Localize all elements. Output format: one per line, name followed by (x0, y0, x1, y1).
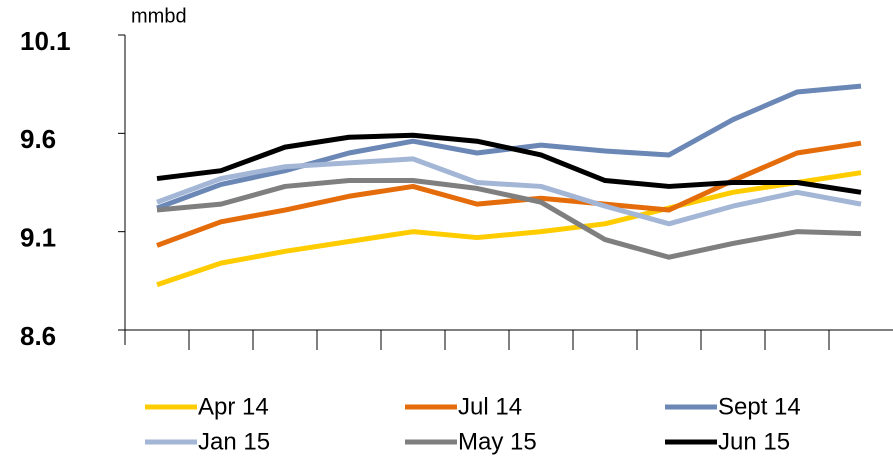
legend-label: Jul 14 (458, 393, 522, 420)
series-line (156, 178, 862, 260)
legend-label: Jan 15 (198, 428, 270, 455)
y-tick-label: 9.1 (20, 223, 56, 253)
y-unit-label: mmbd (131, 5, 187, 27)
y-tick-label: 8.6 (20, 321, 56, 351)
y-tick-label: 9.6 (20, 124, 56, 154)
legend-label: Jun 15 (718, 428, 790, 455)
legend-label: Sept 14 (718, 393, 801, 420)
series-line (156, 156, 862, 227)
legend-label: May 15 (458, 428, 537, 455)
series-line (156, 132, 862, 195)
series-line (156, 140, 862, 248)
series-line (156, 170, 862, 288)
legend-label: Apr 14 (198, 393, 269, 420)
y-tick-label: 10.1 (20, 26, 71, 56)
